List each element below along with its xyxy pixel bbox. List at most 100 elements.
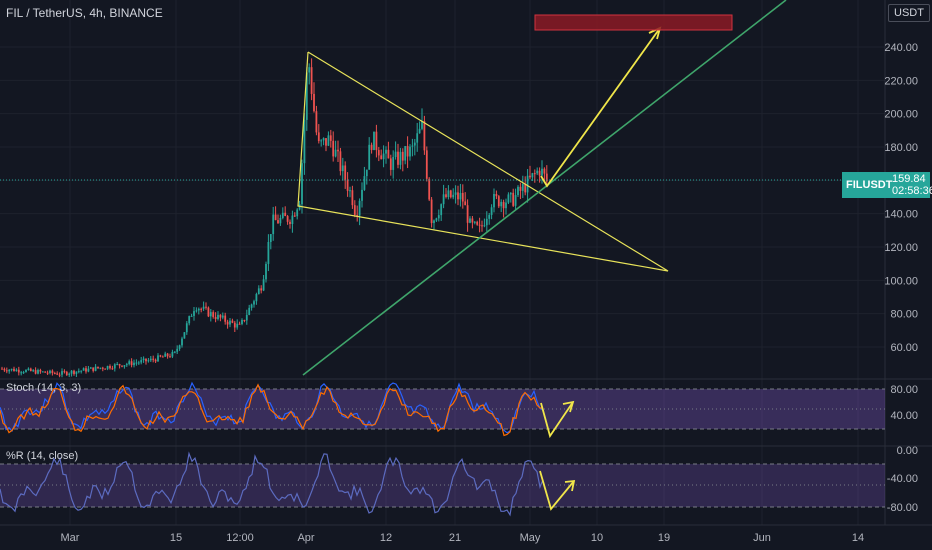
candle-body: [94, 366, 97, 371]
candle-body: [399, 151, 402, 165]
time-tick-label: 19: [658, 532, 670, 544]
candle-body: [281, 212, 284, 219]
candle-body: [289, 221, 291, 225]
candle-body: [185, 323, 188, 333]
candle-body: [243, 319, 246, 321]
stoch-label[interactable]: Stoch (14, 3, 3): [6, 382, 82, 394]
candle-body: [231, 320, 234, 323]
candle-body: [543, 168, 546, 174]
candle-body: [61, 371, 63, 375]
candle-body: [272, 214, 275, 235]
candle-body: [46, 372, 49, 374]
candle-body: [10, 368, 13, 370]
candle-body: [526, 175, 529, 193]
candle-body: [267, 241, 270, 264]
candle-body: [125, 364, 128, 366]
candle-body: [497, 196, 500, 207]
time-tick-label: 12: [380, 532, 392, 544]
candle-body: [428, 178, 431, 200]
candle-body: [332, 140, 335, 157]
candle-body: [469, 218, 471, 223]
candle-body: [291, 215, 294, 225]
candle-body: [385, 149, 387, 154]
candle-body: [404, 146, 407, 161]
candle-body: [195, 310, 198, 312]
last-price-value: 159.84: [892, 173, 926, 185]
candle-body: [245, 314, 248, 321]
candle-body: [51, 370, 54, 374]
price-tick-label: 100.00: [884, 275, 918, 287]
candle-body: [183, 332, 186, 339]
candle-body: [248, 307, 251, 315]
price-tick-label: 140.00: [884, 209, 918, 221]
candle-body: [161, 356, 164, 358]
stoch-arrowhead: [562, 400, 575, 413]
candle-body: [277, 220, 279, 224]
candle-body: [373, 131, 375, 150]
candle-body: [500, 201, 503, 207]
candle-body: [483, 225, 486, 227]
candle-body: [262, 279, 265, 291]
candle-body: [375, 131, 378, 151]
candle-body: [27, 368, 30, 370]
candle-body: [65, 371, 68, 375]
candle-body: [519, 186, 522, 191]
candle-body: [418, 128, 421, 134]
candle-body: [353, 205, 356, 215]
candle-body: [169, 356, 171, 358]
candle-body: [97, 366, 99, 369]
candle-body: [77, 371, 80, 373]
candle-body: [495, 193, 498, 197]
candle-body: [274, 214, 277, 221]
candle-body: [293, 215, 296, 217]
candle-body: [315, 111, 318, 133]
candle-body: [116, 364, 119, 366]
candle-body: [531, 173, 534, 178]
candle-body: [286, 216, 289, 222]
candle-body: [368, 144, 371, 170]
candle-body: [322, 138, 325, 141]
price-tick-label: 220.00: [884, 75, 918, 87]
candle-body: [236, 323, 239, 328]
breakout-arrow: [540, 27, 661, 188]
price-tick-label: 60.00: [890, 342, 918, 354]
candle-body: [387, 149, 390, 159]
candle-body: [15, 369, 18, 372]
candle-body: [109, 365, 111, 369]
candle-body: [181, 338, 183, 346]
candle-body: [310, 67, 313, 94]
candle-body: [536, 170, 539, 174]
stoch-tick-label: 80.00: [890, 384, 918, 396]
candle-body: [327, 135, 330, 146]
candle-body: [157, 355, 159, 362]
candle-body: [226, 321, 229, 325]
candle-body: [406, 146, 409, 157]
candle-body: [32, 370, 35, 372]
target-box: [534, 14, 733, 31]
candle-body: [471, 218, 474, 223]
candle-body: [457, 192, 459, 200]
candle-body: [92, 367, 95, 371]
stoch-arrow: [540, 401, 574, 439]
candle-body: [339, 151, 342, 172]
candle-body: [1, 368, 3, 370]
candle-body: [145, 358, 147, 362]
candle-body: [41, 371, 44, 373]
currency-button[interactable]: USDT: [888, 4, 930, 22]
candle-body: [219, 314, 222, 318]
ascending-trendline: [302, 0, 787, 376]
time-tick-label: 15: [170, 532, 182, 544]
candle-body: [25, 369, 27, 373]
williams-r-label[interactable]: %R (14, close): [6, 450, 79, 462]
candle-body: [454, 192, 457, 195]
williams-tick-label: 0.00: [897, 445, 918, 457]
candle-body: [166, 353, 169, 357]
candle-body: [113, 364, 116, 369]
candle-body: [202, 306, 205, 309]
candle-body: [101, 367, 104, 369]
candle-body: [68, 373, 71, 375]
candle-body: [507, 194, 510, 203]
williams-tick-label: -80.00: [887, 502, 918, 514]
